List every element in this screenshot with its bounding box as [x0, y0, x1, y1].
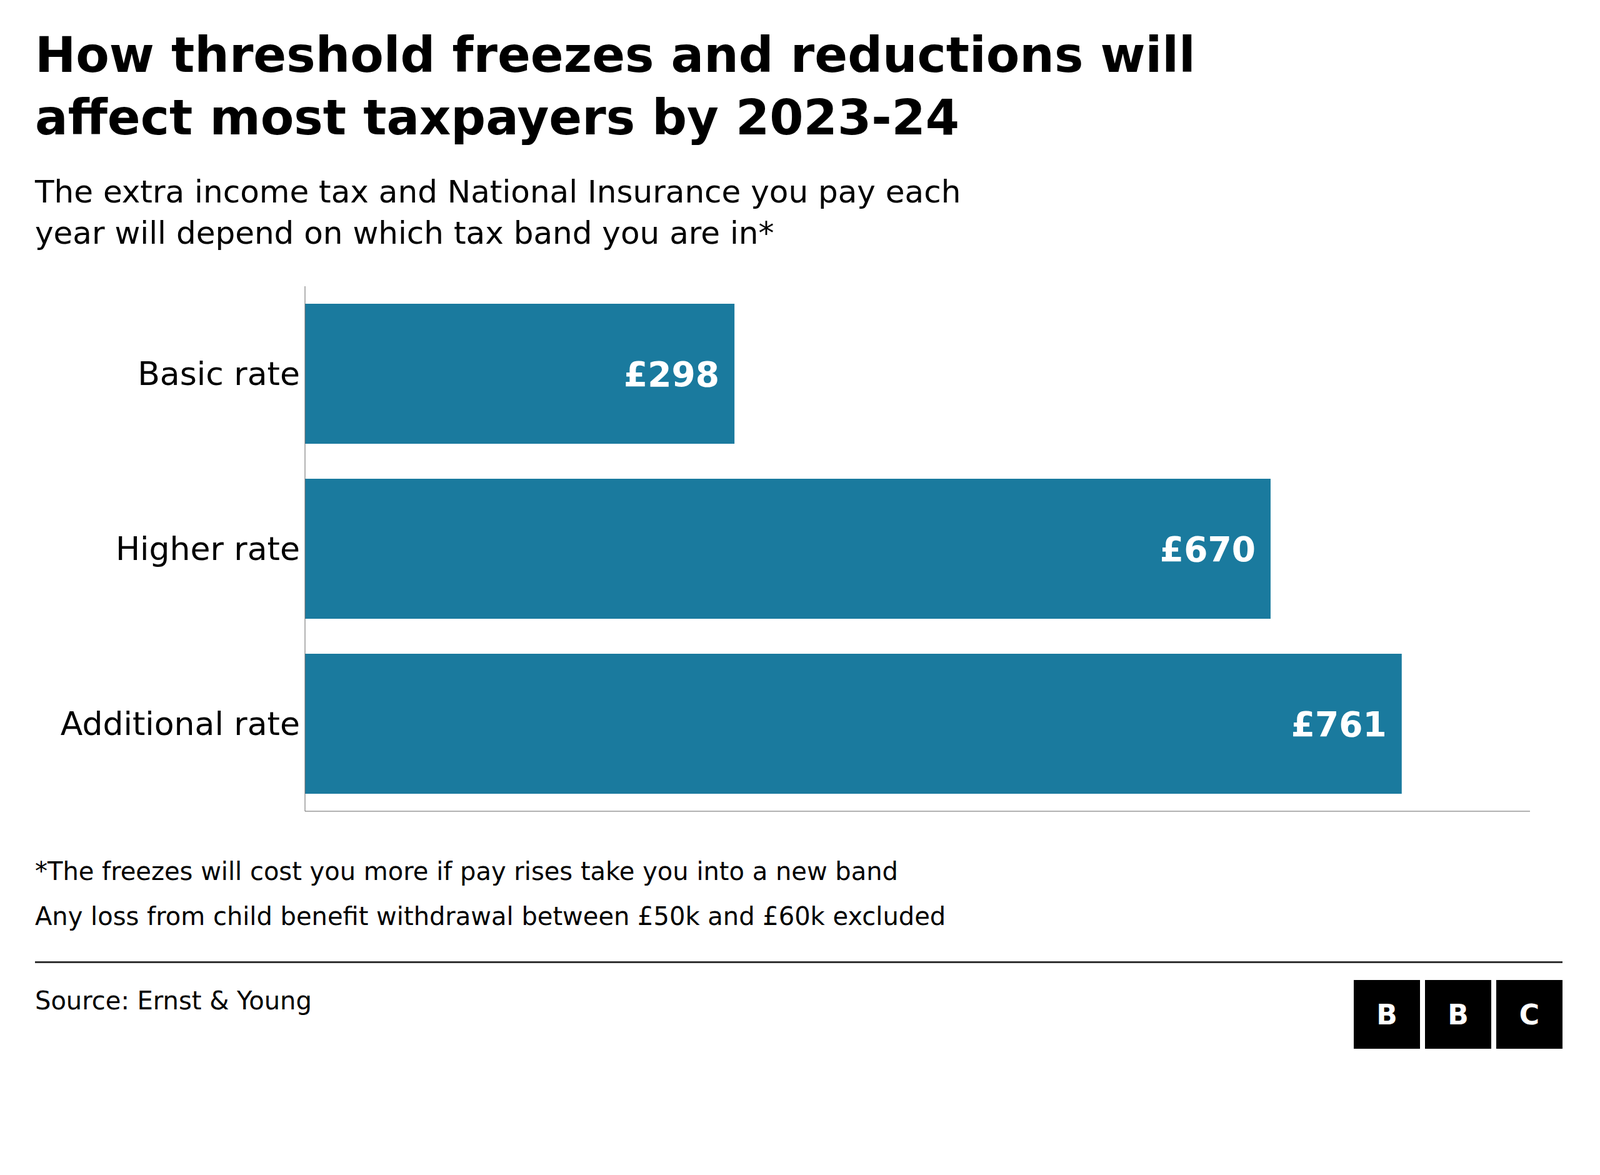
html-text:B: B — [1447, 998, 1469, 1031]
svg-text:Additional rate: Additional rate — [60, 705, 300, 743]
svg-text:£298: £298 — [623, 354, 720, 395]
html-text:affect most taxpayers by 2023-: affect most taxpayers by 2023-24 — [35, 89, 960, 146]
svg-text:£761: £761 — [1291, 704, 1387, 745]
svg-text:Basic rate: Basic rate — [137, 355, 300, 393]
html-text:*The freezes will cost you mor: *The freezes will cost you more if pay r… — [35, 856, 899, 886]
svg-text:£670: £670 — [1160, 529, 1256, 570]
html-text:B: B — [1376, 998, 1398, 1031]
svg-text:Higher rate: Higher rate — [115, 530, 300, 568]
html-text:year will depend on which tax: year will depend on which tax band you a… — [35, 215, 775, 252]
html-text:Source: Ernst & Young: Source: Ernst & Young — [35, 986, 312, 1015]
html-text:C: C — [1519, 998, 1540, 1031]
html-text:The extra income tax and Natio: The extra income tax and National Insura… — [35, 173, 961, 210]
html-text:How threshold freezes and redu: How threshold freezes and reductions wil… — [35, 26, 1196, 84]
html-text:Any loss from child benefit wi: Any loss from child benefit withdrawal b… — [35, 901, 946, 931]
